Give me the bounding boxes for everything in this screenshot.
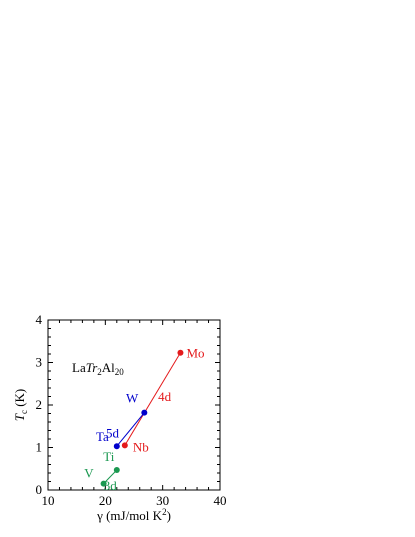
y-tick-label: 2 [36, 397, 43, 412]
y-axis-rest: (K) [12, 389, 27, 410]
y-tick-label: 0 [36, 482, 43, 497]
y-tick-label: 3 [36, 355, 43, 370]
tick-labels: 10 20 30 40 0 1 2 3 4 [36, 312, 227, 508]
point-V [100, 480, 107, 487]
x-axis-title: γ (mJ/mol K2) [96, 507, 171, 523]
point-Ti [113, 467, 120, 474]
point-label-Ta: Ta [96, 429, 109, 444]
x-axis-end: ) [167, 508, 171, 523]
x-tick-label: 20 [99, 493, 112, 508]
compound-annotation: LaTr2Al20 [72, 360, 124, 377]
y-tick-label: 4 [36, 312, 43, 327]
point-label-Ti: Ti [103, 449, 114, 464]
x-axis-text: (mJ/mol K [103, 508, 163, 523]
point-label-W: W [126, 391, 139, 406]
point-Ta [113, 443, 120, 450]
x-axis-sup: 2 [162, 507, 167, 517]
point-label-Mo: Mo [186, 346, 204, 361]
series-line-4d [124, 352, 181, 446]
point-label-V: V [84, 466, 94, 481]
annotation-part: La [72, 360, 86, 375]
series-label-3d: 3d [104, 478, 118, 493]
y-tick-label: 1 [36, 440, 43, 455]
series-label-4d: 4d [158, 389, 172, 404]
point-Nb [121, 442, 128, 449]
axis-ticks [47, 319, 221, 491]
y-axis-main: T [12, 413, 27, 421]
annotation-part: 2 [97, 367, 102, 377]
annotation-part: 20 [115, 367, 125, 377]
data-points [100, 349, 184, 487]
annotation-part: Al [102, 360, 115, 375]
point-Mo [177, 349, 184, 356]
x-axis-greek: γ [96, 508, 103, 523]
point-W [141, 409, 148, 416]
point-label-Nb: Nb [133, 439, 149, 454]
x-tick-label: 30 [156, 493, 169, 508]
x-tick-label: 40 [214, 493, 227, 508]
series-label-5d: 5d [106, 425, 120, 440]
point-labels: V Ti 3d Nb Mo 4d Ta W 5d [84, 346, 204, 493]
series-line-3d [103, 469, 118, 484]
series-line-5d [116, 412, 145, 447]
y-axis-sub: c [19, 410, 29, 414]
series-lines [103, 352, 181, 484]
x-tick-label: 10 [42, 493, 55, 508]
annotation-part: Tr [86, 360, 99, 375]
y-axis-title: Tc (K) [12, 389, 29, 422]
